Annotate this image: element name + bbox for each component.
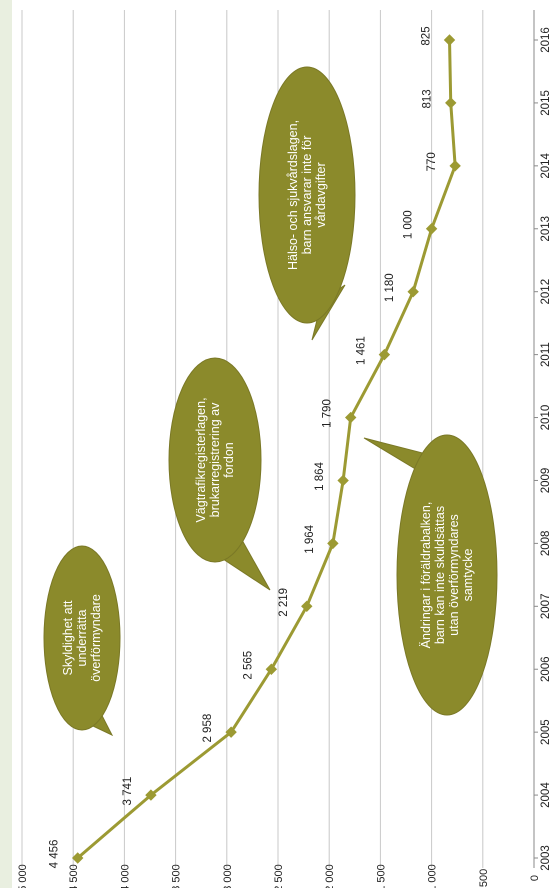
value-tick-label: 1 000	[427, 864, 439, 888]
annotation-bubble: Hälso- och sjukvårdslagen,barn ansvarar …	[258, 66, 356, 341]
data-label: 825	[421, 26, 433, 45]
year-tick-label: 2012	[540, 279, 552, 305]
annotation-bubble: Vägtrafikregisterlagen,brukarregistrerin…	[168, 357, 271, 591]
data-label: 1 000	[403, 210, 415, 239]
year-tick-label: 2008	[540, 531, 552, 557]
value-tick-label: 5 000	[17, 864, 29, 888]
annotation-line: samtycke	[461, 549, 475, 602]
annotation-line: barn ansvarar inte för	[300, 136, 314, 255]
data-point-marker	[344, 411, 357, 424]
year-tick-label: 2005	[540, 719, 552, 745]
data-point-marker	[327, 537, 339, 550]
annotation-text: Hälso- och sjukvårdslagen,barn ansvarar …	[286, 120, 328, 270]
data-point-marker	[425, 223, 438, 235]
value-tick-label: 1 500	[375, 864, 387, 888]
annotation-line: Skyldighet att	[61, 600, 75, 676]
data-label: 3 741	[122, 777, 134, 806]
data-point-marker	[337, 474, 349, 487]
data-point-marker	[378, 348, 391, 361]
data-point-marker	[301, 600, 313, 613]
value-tick-label: 2 500	[273, 864, 285, 888]
value-tick-label: 500	[478, 869, 490, 887]
year-tick-label: 2007	[540, 594, 552, 620]
annotation-line: brukarregistrering av	[208, 402, 222, 517]
data-label: 1 461	[355, 336, 367, 365]
annotation-bubble: Ändringar i föräldrabalken,barn kan inte…	[363, 434, 498, 716]
data-label: 1 790	[322, 399, 334, 428]
annotation-bubble: Skyldighet attunderrättaöverförmyndare	[43, 545, 121, 737]
data-label: 1 180	[384, 273, 396, 302]
series-line-group	[71, 34, 461, 864]
year-tick-label: 2014	[540, 152, 552, 178]
data-point-marker	[443, 34, 456, 46]
data-label: 813	[422, 89, 434, 108]
data-point-marker	[445, 97, 457, 109]
year-tick-label: 2003	[540, 845, 552, 871]
data-label: 1 964	[304, 524, 316, 553]
annotation-line: underrätta	[75, 609, 89, 666]
annotation-text: Vägtrafikregisterlagen,brukarregistrerin…	[194, 397, 236, 522]
data-label: 1 864	[314, 461, 326, 490]
chart-area: 0 500 1 000 1 500 2 000 2 500 3 000 3 500 4 000 4…	[12, 0, 554, 892]
bubble-body	[396, 434, 498, 716]
annotation-line: fordon	[222, 442, 236, 477]
year-tick-label: 2010	[540, 405, 552, 431]
annotation-line: Vägtrafikregisterlagen,	[194, 397, 208, 522]
data-point-marker	[265, 663, 278, 675]
value-tick-label: 3 500	[171, 864, 183, 888]
bubble-body	[168, 357, 262, 563]
year-tick-label: 2009	[540, 468, 552, 494]
data-point-marker	[145, 789, 157, 801]
data-point-marker	[225, 726, 237, 738]
data-label: 2 219	[278, 588, 290, 617]
value-tick-label: 0	[529, 875, 541, 881]
value-tick-label: 3 000	[222, 864, 234, 888]
annotation-line: Ändringar i föräldrabalken,	[419, 502, 433, 649]
annotation-line: överförmyndare	[89, 594, 103, 682]
value-tick-label: 4 500	[68, 864, 80, 888]
annotation-text: Skyldighet attunderrättaöverförmyndare	[61, 594, 103, 682]
data-label: 2 958	[202, 714, 214, 743]
annotation-line: vårdavgifter	[314, 162, 328, 227]
annotation-line: Hälso- och sjukvårdslagen,	[286, 120, 300, 270]
data-point-marker	[407, 285, 419, 298]
data-label: 770	[426, 152, 438, 171]
data-labels: 4 456 3 741 2 958 2 565 2 219 1 964 1 864 1 790…	[49, 26, 438, 868]
bubble-body	[258, 66, 356, 324]
year-tick-label: 2016	[540, 27, 552, 53]
data-point-marker	[449, 160, 461, 172]
data-label: 4 456	[49, 840, 61, 869]
series-line	[76, 39, 457, 860]
data-point-marker	[71, 852, 84, 864]
annotation-line: utan överförmyndares	[447, 514, 461, 636]
annotation-text: Ändringar i föräldrabalken,barn kan inte…	[419, 502, 475, 649]
year-tick-label: 2015	[540, 90, 552, 116]
value-tick-label: 4 000	[119, 864, 131, 888]
year-tick-label: 2011	[540, 342, 552, 367]
data-label: 2 565	[242, 651, 254, 680]
annotation-bubbles: Skyldighet attunderrättaöverförmyndare Vä…	[43, 66, 498, 737]
page-side-strip	[0, 0, 12, 888]
value-tick-label: 2 000	[324, 864, 336, 888]
year-tick-label: 2013	[540, 216, 552, 242]
year-tick-label: 2004	[540, 782, 552, 808]
annotation-line: barn kan inte skuldsättas	[433, 506, 447, 644]
bubble-body	[43, 545, 121, 731]
year-tick-label: 2006	[540, 656, 552, 682]
